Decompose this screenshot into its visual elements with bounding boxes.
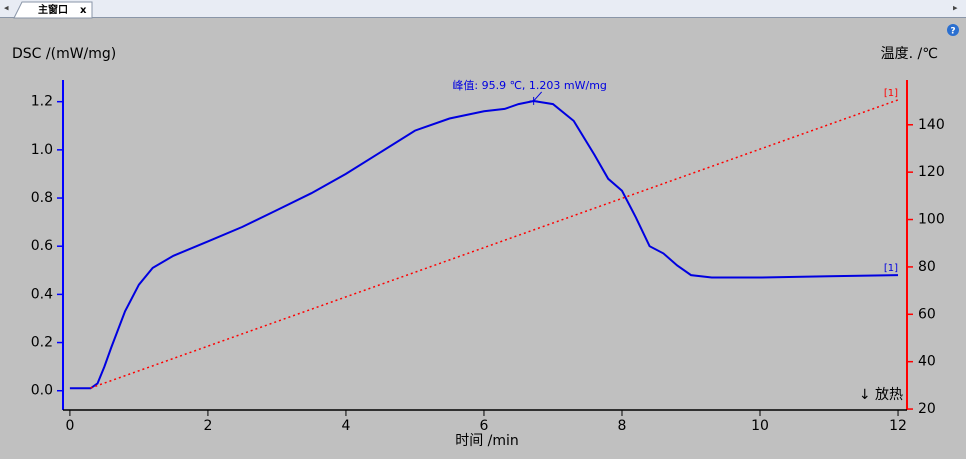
peak-leader <box>533 91 543 102</box>
series-line <box>69 99 899 390</box>
y-tick-label: 0.4 <box>31 286 53 302</box>
y-tick-label: 0.6 <box>31 238 53 254</box>
x-tick-label: 10 <box>751 418 769 434</box>
tab[interactable] <box>13 1 93 19</box>
x-tick-label: 2 <box>203 418 212 434</box>
y2-tick-label: 140 <box>918 117 945 133</box>
y2-tick-label: 80 <box>918 259 936 275</box>
series-label: [1] <box>884 88 898 99</box>
y2-tick-label: 100 <box>918 212 945 228</box>
x-tick-label: 4 <box>341 418 350 434</box>
y-axis-title: DSC /(mW/mg) <box>12 46 116 62</box>
x-tick-label: 8 <box>618 418 627 434</box>
y-tick-label: 0.8 <box>31 190 53 206</box>
help-icon[interactable] <box>947 24 959 36</box>
y-tick-label: 0.2 <box>31 335 53 351</box>
y2-axis-title: 温度. /℃ <box>881 46 938 62</box>
tab-close[interactable]: x <box>80 5 87 16</box>
peak-annotation: 峰值: 95.9 ℃, 1.203 mW/mg <box>452 79 607 92</box>
y2-tick-label: 40 <box>918 354 936 370</box>
x-tick-label: 0 <box>65 418 74 434</box>
series-label: [1] <box>884 263 898 274</box>
x-axis-title: 时间 /min <box>455 433 519 449</box>
scroll-right[interactable]: ▸ <box>953 4 958 14</box>
x-tick-label: 12 <box>889 418 907 434</box>
y-tick-label: 1.0 <box>31 142 53 158</box>
help-icon-mark[interactable]: ? <box>950 27 955 37</box>
tab-title[interactable]: 主窗口 <box>38 3 68 16</box>
plot: 0.0 0.2 0.4 0.6 0.8 1.0 1.2 20 40 60 80 100 120 140 0 2… <box>31 79 945 434</box>
y-tick-label: 1.2 <box>31 94 53 110</box>
y2-tick-label: 60 <box>918 306 936 322</box>
x-tick-label: 6 <box>480 418 489 434</box>
y2-tick-label: 20 <box>918 401 936 417</box>
y2-tick-label: 120 <box>918 164 945 180</box>
y-tick-label: 0.0 <box>31 383 53 399</box>
scroll-left[interactable]: ◂ <box>4 4 9 14</box>
tab-bar <box>0 0 966 18</box>
note-exotherm: ↓ 放热 <box>859 387 903 403</box>
